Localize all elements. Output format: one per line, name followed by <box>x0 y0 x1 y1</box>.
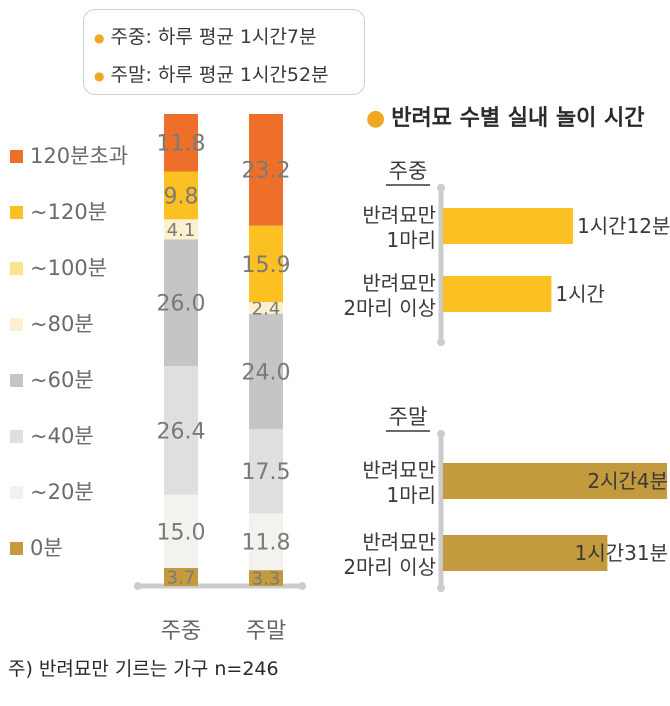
segment-value-label: 17.5 <box>242 460 291 485</box>
bar-segment <box>249 513 283 571</box>
summary-weekday: ● 주중: 하루 평균 1시간7분 <box>94 22 317 49</box>
legend-label: ~80분 <box>30 312 94 336</box>
axis-end-dot <box>298 582 306 590</box>
category-label-line1: 반려묘만 <box>362 203 436 227</box>
bar-segment <box>249 225 283 303</box>
category-label-line1: 반려묘만 <box>362 530 436 554</box>
segment-value-label: 3.3 <box>252 569 281 590</box>
bar-value-label: 1시간12분 <box>577 214 670 238</box>
segment-value-label: 11.8 <box>242 531 291 556</box>
bar-segment <box>249 313 283 430</box>
legend-swatch <box>10 486 23 499</box>
hbar <box>443 276 552 312</box>
segment-value-label: 11.8 <box>157 132 206 157</box>
bar-segment <box>249 302 283 314</box>
bar-segment <box>164 171 198 220</box>
segment-value-label: 15.9 <box>242 253 291 278</box>
segment-value-label: 9.8 <box>164 184 199 209</box>
segment-value-label: 24.0 <box>242 360 291 385</box>
segment-value-label: 26.0 <box>157 292 206 317</box>
bar-segment <box>164 567 198 586</box>
legend-label: ~60분 <box>30 368 94 392</box>
summary-box: ● 주중: 하루 평균 1시간7분 ● 주말: 하루 평균 1시간52분 <box>83 9 365 95</box>
legend-label: ~40분 <box>30 424 94 448</box>
hbar <box>443 463 667 499</box>
category-label-line2: 2마리 이상 <box>343 555 436 579</box>
axis-end-dot <box>437 584 445 592</box>
bar-segment <box>249 114 283 226</box>
legend-swatch <box>10 150 23 163</box>
axis-end-dot <box>437 430 445 438</box>
bullet-dot-icon: ● <box>366 106 386 131</box>
segment-value-label: 23.2 <box>242 159 291 184</box>
footnote: 주) 반려묘만 기르는 가구 n=246 <box>8 658 279 680</box>
legend-label: 120분초과 <box>30 144 129 168</box>
x-tick-label: 주말 <box>246 619 286 644</box>
bar-segment <box>249 570 283 586</box>
legend-label: ~120분 <box>30 200 107 224</box>
right-chart-title: ● 반려묘 수별 실내 놀이 시간 <box>366 100 644 132</box>
bar-segment <box>249 429 283 514</box>
bar-segment <box>164 366 198 495</box>
bar-segment <box>164 114 198 172</box>
hbar <box>443 208 574 244</box>
category-label-line2: 1마리 <box>386 228 436 252</box>
bar-segment <box>164 219 198 240</box>
summary-weekend: ● 주말: 하루 평균 1시간52분 <box>94 60 329 87</box>
bar-value-label: 2시간4분 <box>587 469 668 493</box>
bullet-dot-icon: ● <box>94 30 105 45</box>
axis-end-dot <box>437 184 445 192</box>
legend-swatch <box>10 374 23 387</box>
segment-value-label: 26.4 <box>157 419 206 444</box>
axis-end-dot <box>437 338 445 346</box>
hbar <box>443 535 608 571</box>
axis-end-dot <box>134 582 142 590</box>
category-label-line2: 1마리 <box>386 483 436 507</box>
legend-swatch <box>10 318 23 331</box>
segment-value-label: 15.0 <box>157 520 206 545</box>
legend-swatch <box>10 542 23 555</box>
bullet-dot-icon: ● <box>94 68 105 83</box>
legend-label: ~20분 <box>30 480 94 504</box>
legend-swatch <box>10 262 23 275</box>
bar-segment <box>164 494 198 568</box>
summary-weekday-text: 주중: 하루 평균 1시간7분 <box>110 26 317 48</box>
segment-value-label: 2.4 <box>252 298 281 319</box>
segment-value-label: 3.7 <box>167 567 196 588</box>
legend-swatch <box>10 430 23 443</box>
legend-label: ~100분 <box>30 256 107 280</box>
category-label-line1: 반려묘만 <box>362 271 436 295</box>
panel-title: 주중 <box>389 159 428 183</box>
segment-value-label: 4.1 <box>167 220 196 241</box>
summary-weekend-text: 주말: 하루 평균 1시간52분 <box>110 64 329 86</box>
category-label-line1: 반려묘만 <box>362 458 436 482</box>
right-chart-title-text: 반려묘 수별 실내 놀이 시간 <box>391 106 645 131</box>
panel-title: 주말 <box>389 405 428 429</box>
legend-swatch <box>10 206 23 219</box>
bar-segment <box>164 239 198 367</box>
bar-value-label: 1시간31분 <box>575 541 668 565</box>
legend-label: 0분 <box>30 536 63 560</box>
bar-value-label: 1시간 <box>555 282 605 306</box>
x-tick-label: 주중 <box>161 619 201 644</box>
category-label-line2: 2마리 이상 <box>343 296 436 320</box>
